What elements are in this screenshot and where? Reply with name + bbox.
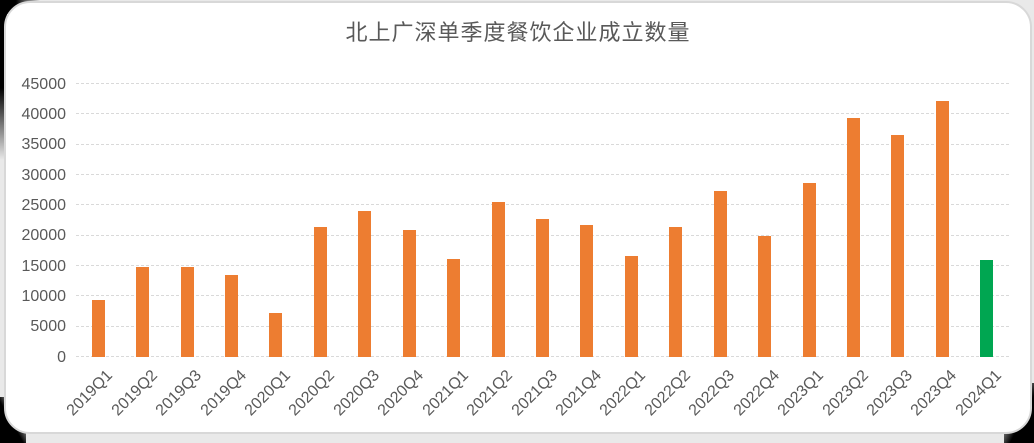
gridline-25000 (76, 204, 1009, 206)
y-tick-label-5000: 5000 (30, 318, 66, 336)
y-tick-label-30000: 30000 (21, 166, 67, 184)
bar-2023Q1 (802, 182, 816, 357)
bar-2022Q2 (669, 227, 683, 357)
bar-2021Q2 (491, 202, 505, 357)
y-tick-label-15000: 15000 (21, 257, 67, 275)
gridline-30000 (76, 174, 1009, 175)
y-tick-label-40000: 40000 (21, 105, 67, 123)
x-axis: 2019Q1 2019Q2 2019Q3 2019Q4 2020Q1 2020Q2 2020… (64, 357, 1009, 435)
bar-2024Q1 (980, 259, 994, 357)
y-tick-label-45000: 45000 (21, 75, 67, 93)
bar-2022Q4 (758, 236, 772, 357)
chart-card: 北上广深单季度餐饮企业成立数量 0 5000 10000 15000 20000 2500… (4, 1, 1032, 434)
bar-2022Q3 (713, 191, 727, 357)
bar-2023Q2 (847, 117, 860, 357)
bar-2021Q1 (447, 259, 461, 357)
y-axis: 0 5000 10000 15000 20000 25000 30000 35000 40000… (6, 76, 67, 366)
bar-2023Q4 (935, 101, 949, 357)
dark-edge-top-left (0, 0, 7, 160)
bar-2020Q2 (313, 226, 327, 357)
bar-2019Q2 (136, 267, 150, 357)
bar-2020Q3 (358, 210, 372, 357)
y-tick-label-20000: 20000 (21, 227, 67, 245)
bar-2020Q1 (269, 313, 283, 357)
y-tick-label-35000: 35000 (21, 136, 67, 154)
bar-2021Q3 (536, 218, 549, 357)
bar-2020Q4 (402, 229, 416, 357)
bar-2021Q4 (580, 224, 594, 357)
y-tick-label-0: 0 (57, 348, 66, 366)
y-tick-label-25000: 25000 (21, 196, 67, 214)
bar-2019Q1 (91, 299, 105, 357)
bar-2019Q3 (180, 266, 194, 357)
bar-2022Q1 (624, 256, 638, 357)
gridline-35000 (76, 143, 1009, 145)
gridline-45000 (76, 83, 1009, 84)
chart-title: 北上广深单季度餐饮企业成立数量 (345, 20, 691, 45)
gridline-40000 (76, 113, 1009, 115)
y-tick-label-10000: 10000 (21, 287, 67, 305)
plot-area (76, 83, 1009, 357)
bar-2019Q4 (225, 275, 238, 357)
bar-2023Q3 (891, 134, 905, 357)
